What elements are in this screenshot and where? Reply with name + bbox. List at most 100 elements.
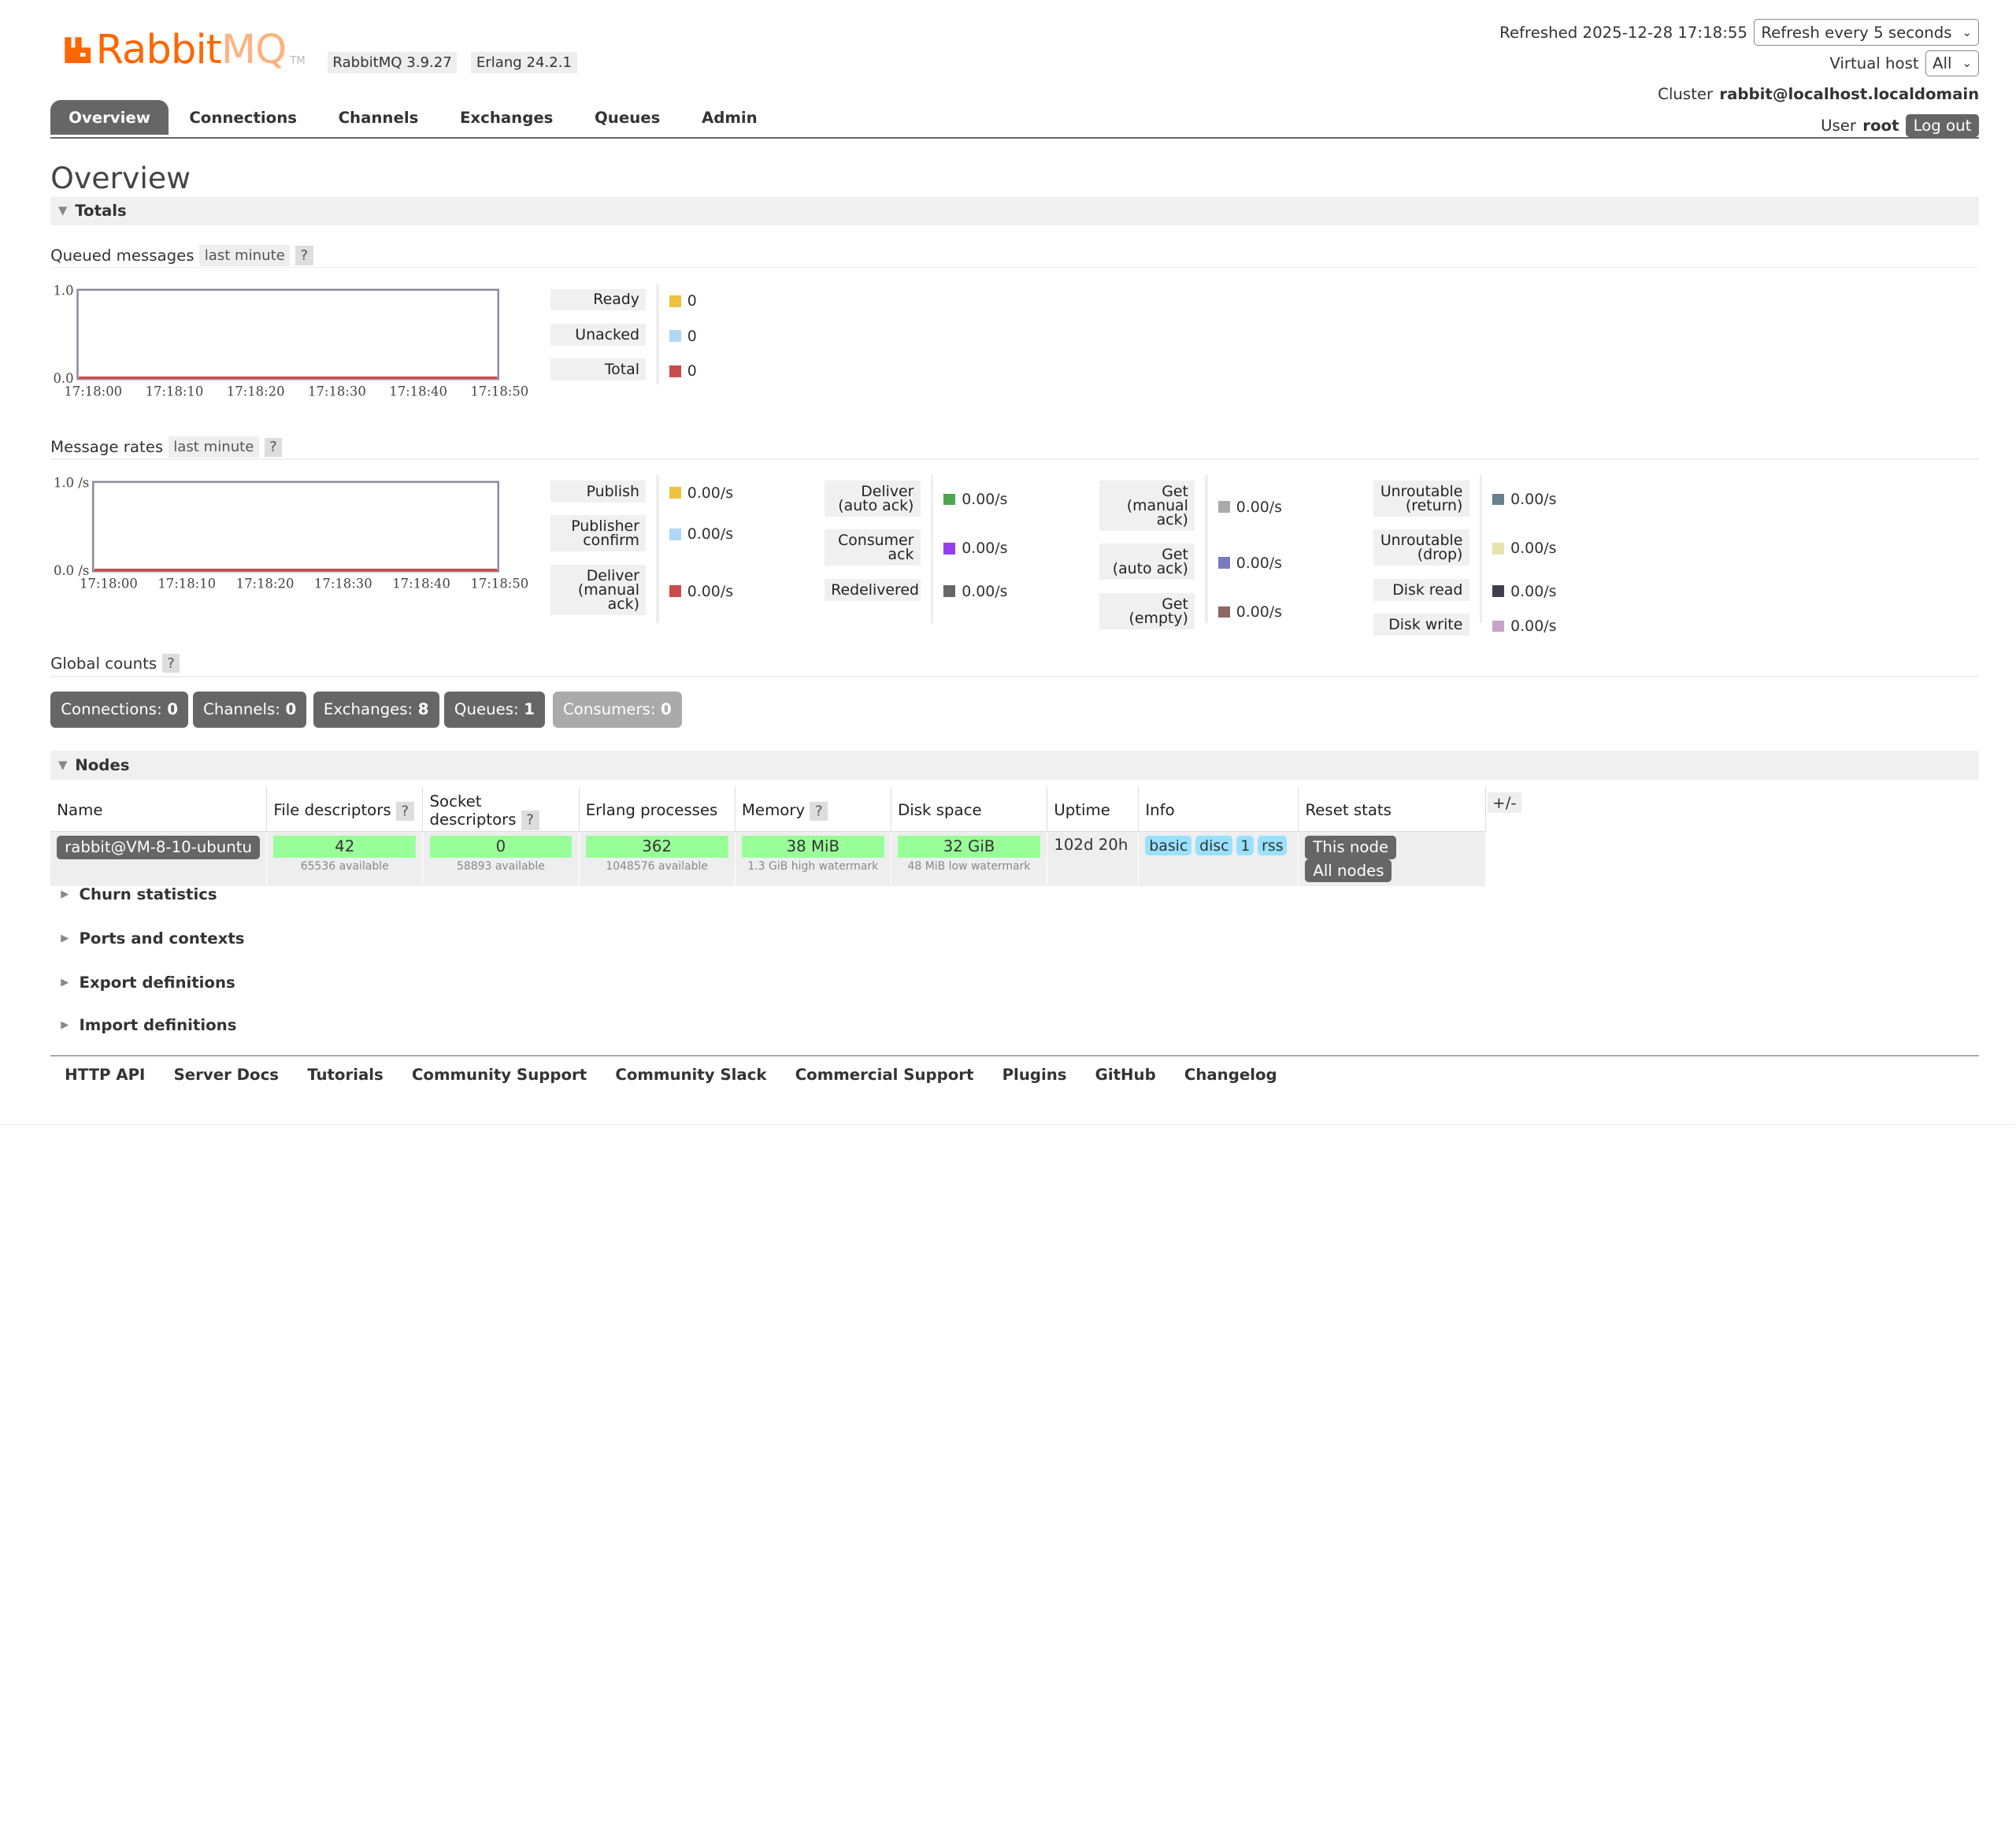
- x-tick-label: 17:18:00: [80, 576, 138, 591]
- connections-count-button[interactable]: Connections: 0: [50, 691, 189, 728]
- rate-get-auto-ack-label: Get (auto ack): [1099, 543, 1195, 580]
- footer-link-community-support[interactable]: Community Support: [411, 1065, 587, 1084]
- cluster-name: rabbit@localhost.localdomain: [1719, 85, 1980, 104]
- consumers-count-button[interactable]: Consumers: 0: [552, 691, 682, 728]
- footer-link-tutorials[interactable]: Tutorials: [307, 1065, 384, 1084]
- range-selector[interactable]: last minute: [168, 436, 259, 458]
- rate-get-empty-value: 0.00/s: [1217, 603, 1282, 621]
- footer-link-community-slack[interactable]: Community Slack: [615, 1065, 767, 1084]
- rate-redelivered-value: 0.00/s: [943, 583, 1008, 600]
- queued-messages-header: Queued messages last minute ?: [50, 244, 313, 267]
- import-definitions-toggle[interactable]: ▶ Import definitions: [61, 1016, 237, 1035]
- disk-bar: 32 GiB: [898, 836, 1040, 859]
- tab-exchanges[interactable]: Exchanges: [459, 109, 554, 128]
- footer-link-github[interactable]: GitHub: [1095, 1065, 1156, 1084]
- footer-link-http-api[interactable]: HTTP API: [65, 1065, 146, 1084]
- logo-text: Rabbit: [95, 27, 222, 74]
- memory-bar: 38 MiB: [741, 836, 884, 859]
- message-rates-title: Message rates: [50, 438, 164, 457]
- tab-channels[interactable]: Channels: [338, 109, 419, 128]
- export-definitions-toggle[interactable]: ▶ Export definitions: [61, 974, 235, 992]
- reset-all-nodes-button[interactable]: All nodes: [1305, 859, 1392, 883]
- y-tick-label: 1.0 /s: [54, 475, 89, 490]
- plot-area: [92, 480, 500, 573]
- rate-publish-value: 0.00/s: [669, 484, 733, 502]
- legend-swatch: [943, 585, 956, 598]
- footer-link-plugins[interactable]: Plugins: [1002, 1065, 1067, 1084]
- procs-bar: 362: [585, 836, 728, 859]
- tab-overview[interactable]: Overview: [50, 99, 169, 135]
- rate-publisher-confirm-value: 0.00/s: [669, 525, 733, 543]
- help-button[interactable]: ?: [295, 246, 313, 265]
- legend-swatch: [669, 487, 681, 499]
- rate-unroutable-drop-value: 0.00/s: [1492, 540, 1556, 557]
- queued-unacked-label: Unacked: [550, 323, 647, 346]
- nodes-table: Name File descriptors ? Socket descripto…: [50, 787, 1486, 887]
- x-tick-label: 17:18:30: [308, 384, 366, 399]
- divider: [50, 676, 1980, 677]
- help-button[interactable]: ?: [395, 801, 414, 822]
- x-tick-label: 17:18:50: [471, 384, 529, 399]
- rabbitmq-logo[interactable]: Rabbit MQ TM: [62, 28, 306, 72]
- fd-available: 65536 available: [300, 860, 389, 873]
- legend-swatch: [1217, 501, 1230, 514]
- refreshed-label: Refreshed 2025-12-28 17:18:55: [1499, 23, 1747, 42]
- rate-redelivered-label: Redelivered: [825, 578, 921, 601]
- procs-cell: 362 1048576 available: [579, 831, 736, 887]
- tab-connections[interactable]: Connections: [189, 109, 297, 128]
- legend-separator: [930, 475, 934, 623]
- col-socket-descriptors: Socket descriptors ?: [422, 787, 580, 833]
- totals-section-title: Totals: [75, 202, 127, 221]
- queued-messages-title: Queued messages: [50, 246, 195, 265]
- queues-count-button[interactable]: Queues: 1: [443, 691, 546, 728]
- rate-get-manual-ack-label: Get (manual ack): [1099, 480, 1195, 531]
- tab-admin[interactable]: Admin: [701, 109, 758, 128]
- sockets-cell: 0 58893 available: [422, 831, 580, 887]
- triangle-right-icon: ▶: [61, 1019, 69, 1032]
- ports-contexts-toggle[interactable]: ▶ Ports and contexts: [61, 929, 245, 948]
- columns-toggle-button[interactable]: +/-: [1487, 792, 1522, 814]
- reset-this-node-button[interactable]: This node: [1305, 836, 1396, 859]
- help-button[interactable]: ?: [810, 801, 828, 822]
- help-button[interactable]: ?: [161, 654, 180, 673]
- col-info: Info: [1138, 787, 1299, 833]
- main-tabs: Overview Connections Channels Exchanges …: [50, 99, 778, 135]
- footer-link-commercial-support[interactable]: Commercial Support: [795, 1065, 974, 1084]
- refresh-select[interactable]: Refresh every 5 seconds ⌄: [1754, 19, 1980, 46]
- help-button[interactable]: ?: [521, 810, 539, 830]
- vhost-select[interactable]: All ⌄: [1925, 50, 1980, 77]
- x-tick-label: 17:18:40: [389, 384, 447, 399]
- footer-link-changelog[interactable]: Changelog: [1184, 1065, 1277, 1084]
- tab-queues[interactable]: Queues: [595, 109, 661, 128]
- x-tick-label: 17:18:10: [158, 576, 216, 591]
- legend-separator: [1205, 475, 1208, 623]
- disk-watermark: 48 MiB low watermark: [907, 860, 1031, 873]
- nodes-section-toggle[interactable]: ▼ Nodes: [50, 751, 1980, 780]
- chevron-down-icon: ⌄: [1962, 25, 1973, 39]
- nodes-section-title: Nodes: [75, 755, 130, 774]
- rate-disk-read-value: 0.00/s: [1492, 583, 1556, 600]
- col-erlang-processes: Erlang processes: [579, 787, 736, 833]
- legend-swatch: [1217, 606, 1230, 618]
- help-button[interactable]: ?: [264, 437, 283, 457]
- exchanges-count-button[interactable]: Exchanges: 8: [313, 691, 439, 728]
- page-title: Overview: [50, 160, 191, 195]
- info-cell: basic disc 1 rss: [1138, 831, 1299, 887]
- legend-swatch: [1217, 557, 1230, 569]
- legend-swatch: [669, 528, 681, 540]
- sockets-bar: 0: [429, 836, 573, 859]
- node-name-link[interactable]: rabbit@VM-8-10-ubuntu: [57, 836, 260, 859]
- totals-section-toggle[interactable]: ▼ Totals: [50, 196, 1980, 225]
- channels-count-button[interactable]: Channels: 0: [192, 691, 307, 728]
- churn-statistics-toggle[interactable]: ▶ Churn statistics: [61, 885, 217, 904]
- range-selector[interactable]: last minute: [199, 244, 291, 267]
- rabbitmq-version: RabbitMQ 3.9.27: [327, 51, 458, 74]
- footer-link-server-docs[interactable]: Server Docs: [173, 1065, 280, 1084]
- user-name: root: [1862, 116, 1899, 135]
- tab-divider: [50, 137, 1980, 139]
- logout-button[interactable]: Log out: [1905, 113, 1980, 138]
- legend-swatch: [669, 295, 681, 307]
- divider: [50, 266, 1980, 269]
- triangle-right-icon: ▶: [61, 933, 69, 945]
- footer-links: HTTP API Server Docs Tutorials Community…: [65, 1066, 1277, 1084]
